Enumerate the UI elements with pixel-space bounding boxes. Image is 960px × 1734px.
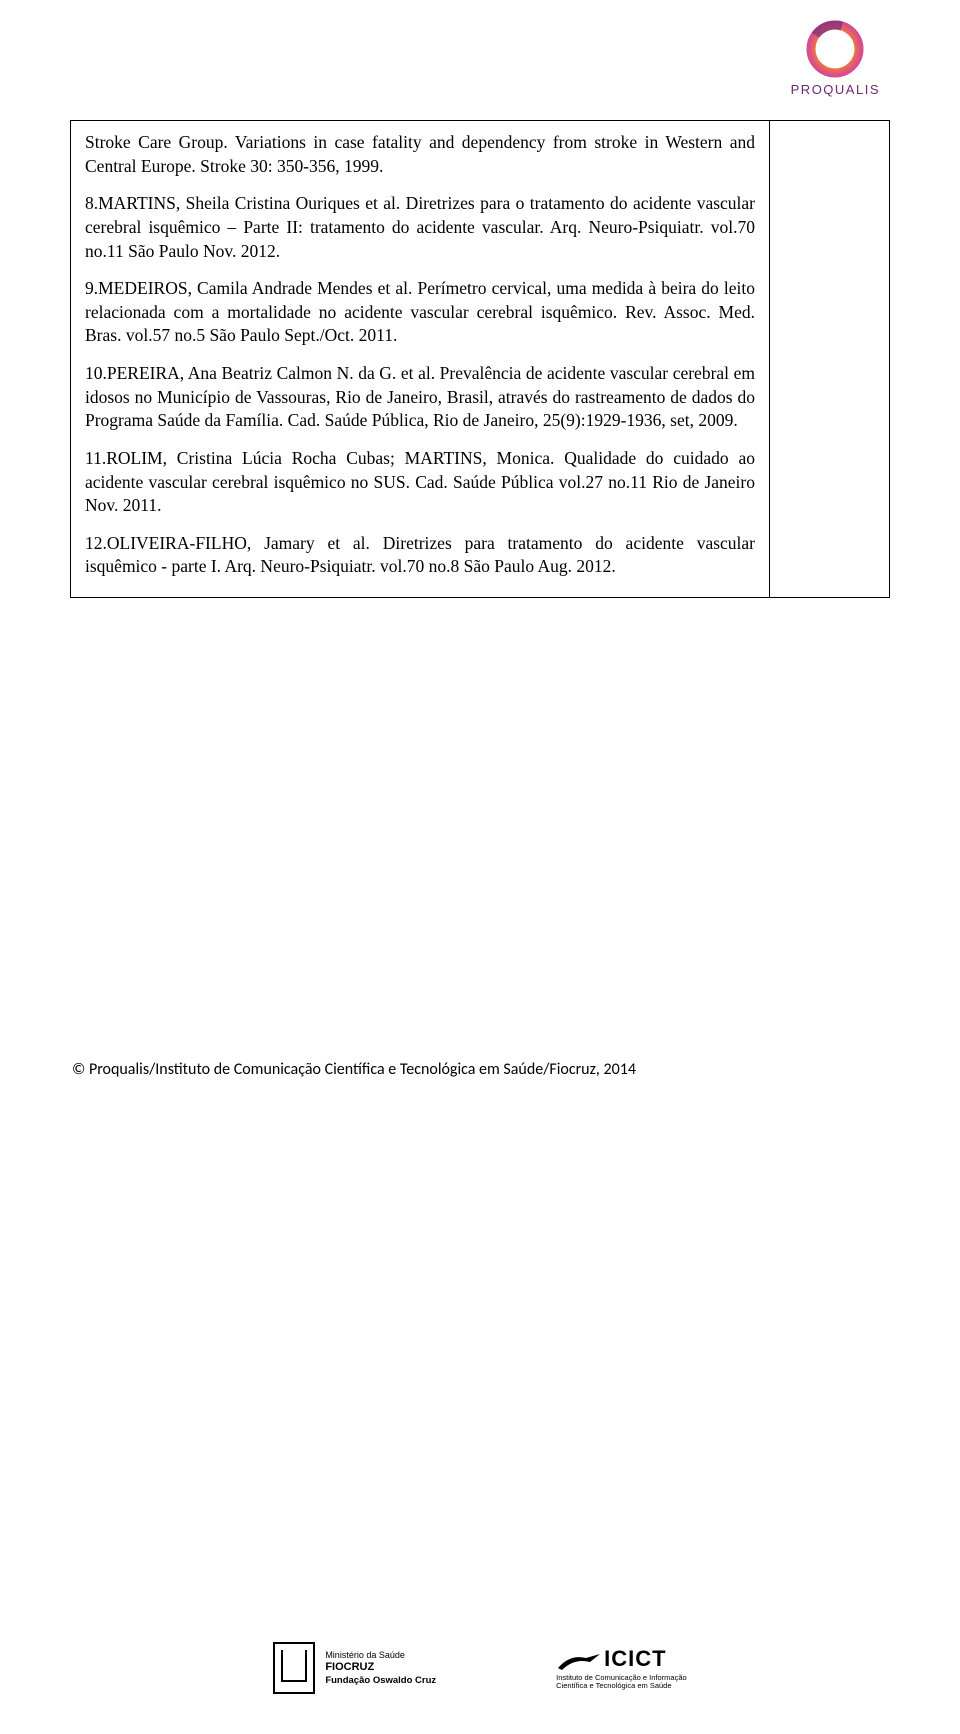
reference-item: Stroke Care Group. Variations in case fa…: [85, 131, 755, 178]
reference-item: 11.ROLIM, Cristina Lúcia Rocha Cubas; MA…: [85, 447, 755, 518]
fiocruz-line3: Fundação Oswaldo Cruz: [325, 1675, 436, 1687]
reference-item: 12.OLIVEIRA-FILHO, Jamary et al. Diretri…: [85, 532, 755, 579]
empty-side-cell: [770, 120, 890, 598]
fiocruz-logo-block: Ministério da Saúde FIOCRUZ Fundação Osw…: [273, 1642, 436, 1694]
icict-sub-line2: Científica e Tecnológica em Saúde: [556, 1682, 687, 1690]
icict-subtitle: Instituto de Comunicação e Informação Ci…: [556, 1674, 687, 1691]
icict-top-row: ICICT: [556, 1646, 666, 1672]
icict-swoosh-icon: [556, 1652, 600, 1672]
reference-item: 9.MEDEIROS, Camila Andrade Mendes et al.…: [85, 277, 755, 348]
reference-item: 10.PEREIRA, Ana Beatriz Calmon N. da G. …: [85, 362, 755, 433]
references-cell: Stroke Care Group. Variations in case fa…: [70, 120, 770, 598]
brand-logo-block: PROQUALIS: [791, 20, 880, 97]
proqualis-logo-icon: [806, 20, 864, 78]
brand-name: PROQUALIS: [791, 82, 880, 97]
fiocruz-text: Ministério da Saúde FIOCRUZ Fundação Osw…: [325, 1650, 436, 1687]
fiocruz-line1: Ministério da Saúde: [325, 1650, 436, 1661]
footer-logos: Ministério da Saúde FIOCRUZ Fundação Osw…: [0, 1642, 960, 1694]
content-table: Stroke Care Group. Variations in case fa…: [70, 120, 890, 598]
fiocruz-castle-icon: [273, 1642, 315, 1694]
reference-item: 8.MARTINS, Sheila Cristina Ouriques et a…: [85, 192, 755, 263]
copyright-line: © Proqualis/Instituto de Comunicação Cie…: [72, 1060, 636, 1079]
icict-logo-block: ICICT Instituto de Comunicação e Informa…: [556, 1646, 687, 1691]
icict-word: ICICT: [604, 1646, 666, 1672]
fiocruz-line2: FIOCRUZ: [325, 1661, 436, 1675]
